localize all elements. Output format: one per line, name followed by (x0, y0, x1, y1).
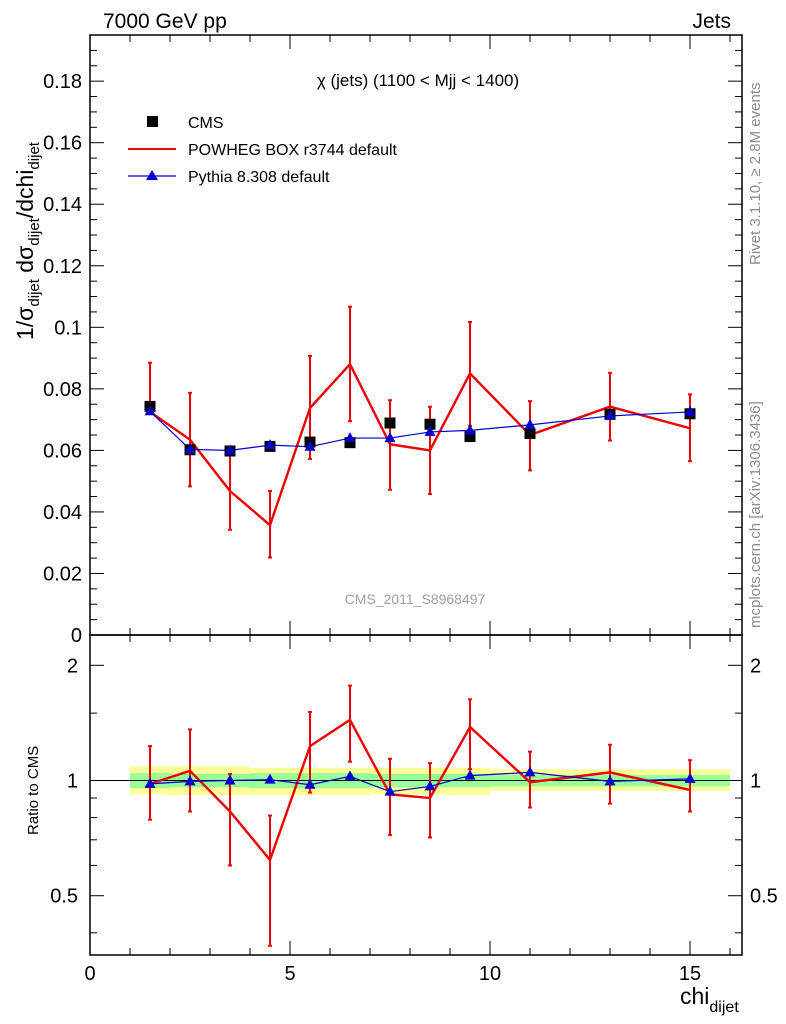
ratio-powheg-line (149, 718, 691, 863)
pythia-marker (344, 432, 356, 443)
side-label-mcplots: mcplots.cern.ch [arXiv:1306.3436] (747, 401, 764, 628)
legend-label-cms: CMS (188, 115, 224, 132)
header-left: 7000 GeV pp (103, 10, 227, 33)
main-y-tick-label: 0.06 (43, 440, 82, 462)
pythia-marker (464, 424, 476, 435)
ratio-axes: 0.5 0.5 1 1 2 2 0 5 10 15 (50, 635, 778, 985)
pythia-marker (184, 443, 196, 454)
main-axes: 0 0.02 0.04 0.06 0.08 0.1 0.12 0.14 0.16 0.18 (43, 35, 742, 647)
legend: CMS POWHEG BOX r3744 default Pythia 8.30… (128, 115, 398, 186)
cms-data-point (344, 437, 356, 449)
cms-data-point (424, 418, 436, 430)
ratio-pythia-marker (684, 772, 696, 783)
pythia-marker (304, 440, 316, 451)
ratio-pythia-marker (384, 785, 396, 796)
powheg-line (149, 362, 691, 528)
ratio-pythia-marker (184, 775, 196, 786)
analysis-watermark: CMS_2011_S8968497 (345, 591, 486, 607)
x-tick-label: 5 (284, 963, 295, 985)
x-tick-label: 15 (679, 963, 701, 985)
x-axis-label: chidijet (680, 983, 739, 1016)
ratio-y-axis-label: Ratio to CMS (25, 746, 42, 835)
chart-title: χ (jets) (1100 < Mjj < 1400) (317, 71, 519, 90)
ratio-pythia-marker (424, 780, 436, 791)
ratio-y-tick-label-right: 1 (750, 771, 761, 793)
main-y-tick-label: 0.14 (43, 194, 82, 216)
pythia-marker (604, 409, 616, 420)
main-series-layer (144, 305, 696, 559)
pythia-marker (384, 432, 396, 443)
legend-label-pythia: Pythia 8.308 default (188, 169, 330, 186)
ratio-series-layer (144, 684, 696, 947)
ratio-y-tick-label-right: 2 (750, 655, 761, 677)
ratio-pythia-marker (524, 766, 536, 777)
legend-marker-pythia (146, 170, 158, 180)
ratio-pythia-marker (464, 769, 476, 780)
main-y-tick-label: 0.12 (43, 256, 82, 278)
pythia-marker (684, 405, 696, 416)
legend-marker-cms (147, 116, 158, 127)
main-y-tick-label: 0.1 (54, 317, 82, 339)
cms-data-point (524, 427, 536, 439)
ratio-pythia-marker (144, 777, 156, 788)
main-y-tick-label: 0 (71, 625, 82, 647)
ratio-plot-frame (89, 634, 743, 956)
main-y-tick-label: 0.18 (43, 71, 82, 93)
main-y-tick-label: 0.16 (43, 133, 82, 155)
pythia-marker (524, 418, 536, 429)
ratio-pythia-marker (304, 778, 316, 789)
ratio-pythia-marker (224, 774, 236, 785)
legend-label-powheg: POWHEG BOX r3744 default (188, 142, 398, 159)
ratio-pythia-marker (344, 770, 356, 781)
ratio-pythia-line (149, 771, 691, 793)
ratio-pythia-marker (604, 775, 616, 786)
main-y-tick-label: 0.04 (43, 502, 82, 524)
pythia-marker (424, 425, 436, 436)
pythia-line (149, 410, 691, 451)
side-label-rivet: Rivet 3.1.10, ≥ 2.8M events (747, 83, 764, 266)
pythia-marker (144, 405, 156, 416)
cms-data-point (464, 431, 476, 443)
main-y-tick-label: 0.02 (43, 563, 82, 585)
ratio-y-tick-label-right: 0.5 (750, 886, 778, 908)
x-tick-label: 10 (479, 963, 501, 985)
x-tick-label: 0 (84, 963, 95, 985)
main-y-tick-label: 0.08 (43, 379, 82, 401)
main-y-axis-label: 1/σdijet dσdijet/dchidijet (12, 141, 43, 340)
ratio-y-tick-label: 2 (67, 655, 78, 677)
ratio-y-tick-label: 1 (67, 771, 78, 793)
header-right: Jets (692, 10, 731, 33)
cms-data-point (384, 417, 396, 429)
ratio-y-tick-label: 0.5 (50, 886, 78, 908)
ratio-pythia-marker (264, 773, 276, 784)
pythia-marker (224, 444, 236, 455)
pythia-marker (264, 439, 276, 450)
